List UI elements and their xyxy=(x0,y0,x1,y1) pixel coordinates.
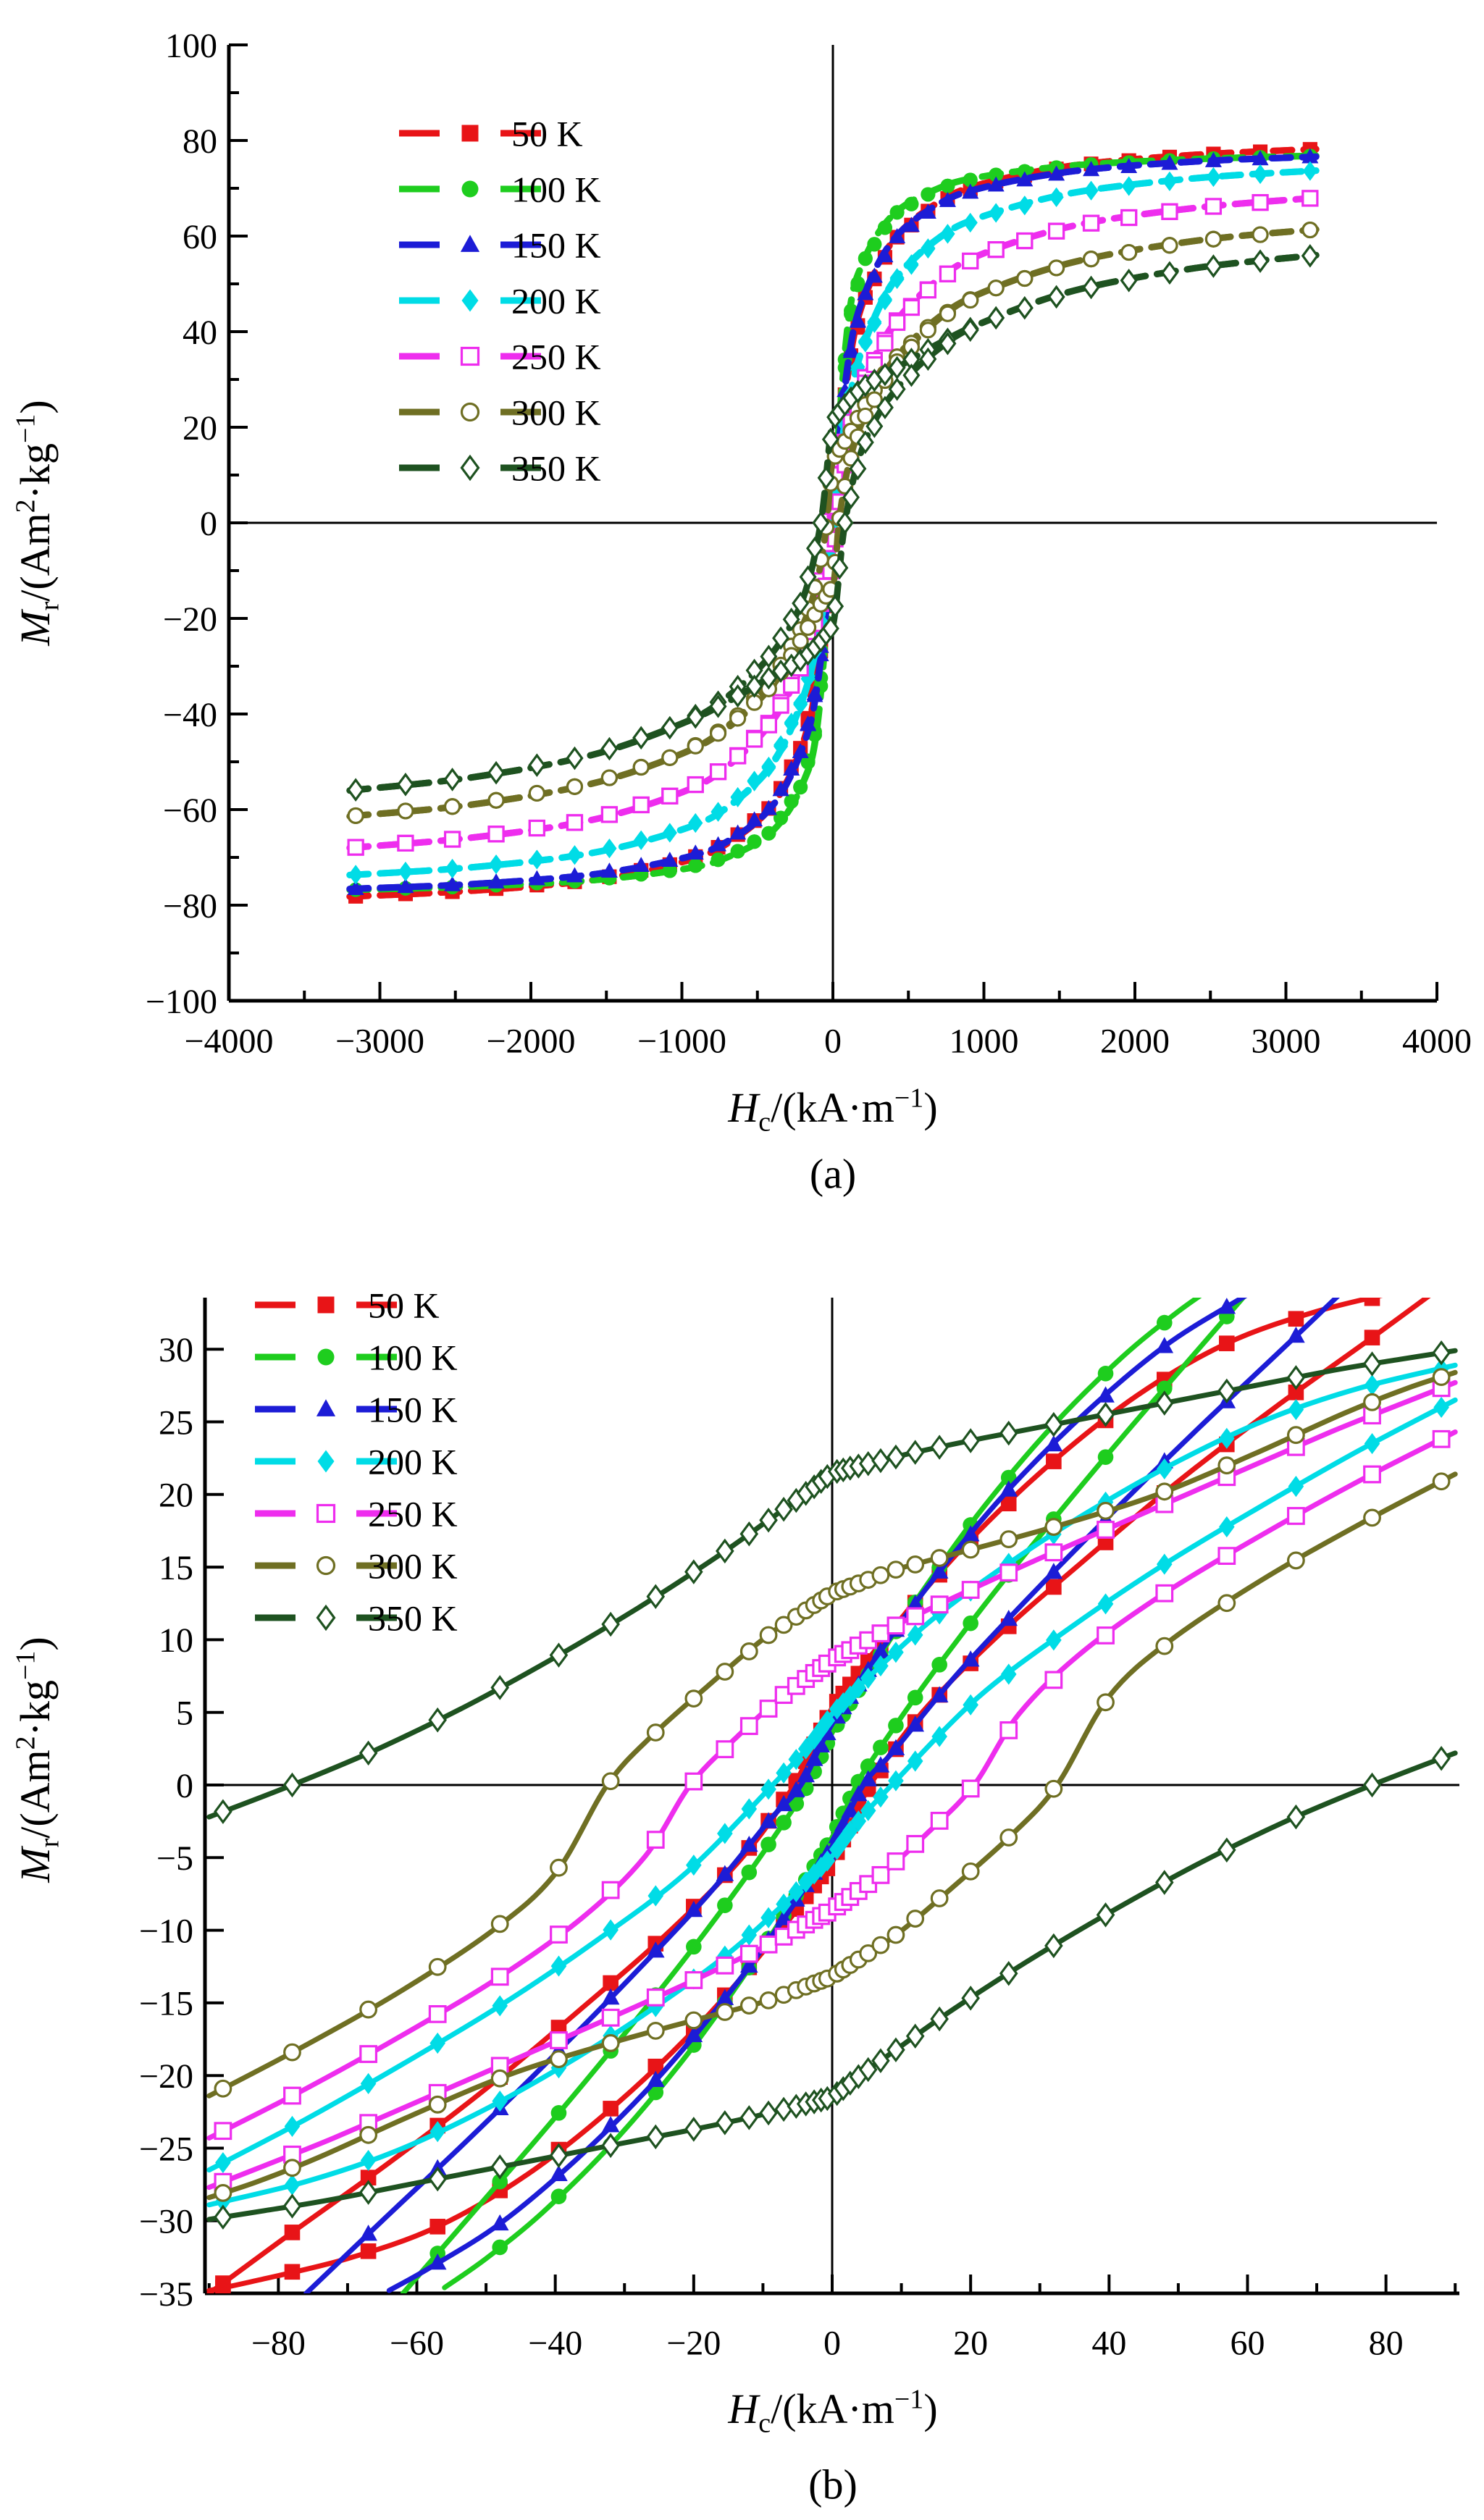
legend-item: 350 K xyxy=(399,448,601,489)
legend-label: 50 K xyxy=(368,1285,440,1326)
y-tick-label: 100 xyxy=(165,27,217,65)
y-tick-label: −5 xyxy=(156,1839,193,1878)
y-tick-label: 80 xyxy=(183,122,217,161)
legend-item: 50 K xyxy=(399,114,583,154)
panel-b-tag: (b) xyxy=(808,2461,858,2508)
x-tick-label: −40 xyxy=(528,2324,582,2363)
x-tick-label: 40 xyxy=(1091,2324,1126,2363)
series-300-k-a xyxy=(346,221,1320,825)
panel-a-tag: (a) xyxy=(809,1150,857,1198)
y-tick-labels-a: −100 −80 −60 −40 −20 0 20 40 60 80 100 xyxy=(146,27,217,1021)
x-tick-label: 1000 xyxy=(949,1022,1019,1061)
series-300-k-b xyxy=(206,1368,1458,2202)
x-tick-label: 2000 xyxy=(1100,1022,1170,1061)
legend-label: 350 K xyxy=(511,448,601,489)
panel-a-x-axis-title: Hc/(kA·m−1) xyxy=(728,1083,938,1138)
legend-b: 50 K 100 K 150 K 200 K 250 K 300 K 350 K xyxy=(255,1285,458,1639)
x-tick-label: 0 xyxy=(823,2324,841,2363)
x-tick-label: −2000 xyxy=(486,1022,575,1061)
y-tick-label: 25 xyxy=(159,1403,193,1442)
y-tick-label: −35 xyxy=(139,2275,193,2314)
y-tick-labels-b: −35 −30 −25 −20 −15 −10 −5 0 5 10 15 20 25 30 xyxy=(139,1331,193,2314)
y-tick-label: −80 xyxy=(163,887,217,925)
y-tick-label: −15 xyxy=(139,1985,193,2023)
x-tick-label: 4000 xyxy=(1402,1022,1472,1061)
y-tick-label: −20 xyxy=(163,600,217,639)
legend-item: 300 K xyxy=(255,1546,458,1587)
legend-item: 150 K xyxy=(399,225,601,266)
y-tick-label: −20 xyxy=(139,2057,193,2096)
legend-item: 50 K xyxy=(255,1285,440,1326)
x-tick-label: −60 xyxy=(390,2324,444,2363)
y-tick-label: 0 xyxy=(200,505,217,543)
legend-label: 300 K xyxy=(511,392,601,433)
y-tick-label: 15 xyxy=(159,1549,193,1587)
legend-label: 200 K xyxy=(511,281,601,322)
x-tick-label: −20 xyxy=(666,2324,721,2363)
x-tick-label: 80 xyxy=(1369,2324,1404,2363)
legend-a: 50 K 100 K 150 K 200 K 250 K 300 K 350 K xyxy=(399,114,601,489)
y-tick-label: 40 xyxy=(183,314,217,352)
legend-item: 100 K xyxy=(255,1337,458,1378)
legend-item: 100 K xyxy=(399,169,601,210)
panel-b-chart: −80 −60 −40 −20 0 20 40 60 80−35−30−25−20−15−10−… xyxy=(139,1285,1459,2363)
legend-item: 200 K xyxy=(399,281,601,322)
legend-item: 250 K xyxy=(255,1494,458,1534)
legend-label: 150 K xyxy=(368,1390,458,1430)
y-tick-label: 5 xyxy=(176,1694,193,1733)
y-tick-label: 30 xyxy=(159,1331,193,1369)
legend-item: 300 K xyxy=(399,392,601,433)
series-200-k-b xyxy=(206,1358,1458,2212)
y-tick-label: 20 xyxy=(183,409,217,448)
legend-label: 250 K xyxy=(511,337,601,377)
legend-item: 350 K xyxy=(255,1598,458,1639)
y-tick-label: −100 xyxy=(146,983,217,1021)
x-tick-label: 0 xyxy=(824,1022,842,1061)
x-tick-label: 3000 xyxy=(1252,1022,1321,1061)
legend-label: 300 K xyxy=(368,1546,458,1587)
legend-item: 250 K xyxy=(399,337,601,377)
x-tick-label: 20 xyxy=(953,2324,988,2363)
x-tick-label: −4000 xyxy=(184,1022,273,1061)
y-tick-label: 0 xyxy=(176,1767,193,1805)
legend-label: 50 K xyxy=(511,114,583,154)
series-350-k-b xyxy=(206,1340,1458,2230)
legend-label: 250 K xyxy=(368,1494,458,1534)
legend-label: 200 K xyxy=(368,1442,458,1482)
legend-item: 200 K xyxy=(255,1442,458,1482)
y-tick-label: 20 xyxy=(159,1477,193,1515)
legend-label: 100 K xyxy=(511,169,601,210)
x-tick-label: −1000 xyxy=(637,1022,726,1061)
y-tick-label: −40 xyxy=(163,696,217,734)
legend-label: 100 K xyxy=(368,1337,458,1378)
panel-b-y-axis-title: Mr/(Am2·kg−1) xyxy=(10,1637,65,1883)
series-250-k-b xyxy=(206,1379,1458,2191)
y-tick-label: 60 xyxy=(183,218,217,256)
y-tick-label: −25 xyxy=(139,2130,193,2168)
panel-a-chart: −4000 −3000 −2000 −1000 0 1000 2000 3000 4000−10… xyxy=(146,27,1472,1061)
panel-b-x-axis-title: Hc/(kA·m−1) xyxy=(728,2384,938,2439)
x-tick-label: −3000 xyxy=(335,1022,424,1061)
x-tick-label: 60 xyxy=(1230,2324,1265,2363)
legend-label: 150 K xyxy=(511,225,601,266)
x-tick-label: −80 xyxy=(251,2324,306,2363)
series-350-k-a xyxy=(346,244,1320,802)
panel-a-y-axis-title: Mr/(Am2·kg−1) xyxy=(10,400,65,646)
legend-label: 350 K xyxy=(368,1598,458,1639)
y-tick-label: −60 xyxy=(163,791,217,830)
y-tick-label: 10 xyxy=(159,1621,193,1660)
x-tick-labels-a: −4000 −3000 −2000 −1000 0 1000 2000 3000 4000 xyxy=(184,1022,1472,1061)
y-tick-label: −10 xyxy=(139,1912,193,1950)
axes-a xyxy=(227,43,1438,1003)
legend-item: 150 K xyxy=(255,1390,458,1430)
x-tick-labels-b: −80 −60 −40 −20 0 20 40 60 80 xyxy=(251,2324,1404,2363)
y-tick-label: −30 xyxy=(139,2203,193,2241)
